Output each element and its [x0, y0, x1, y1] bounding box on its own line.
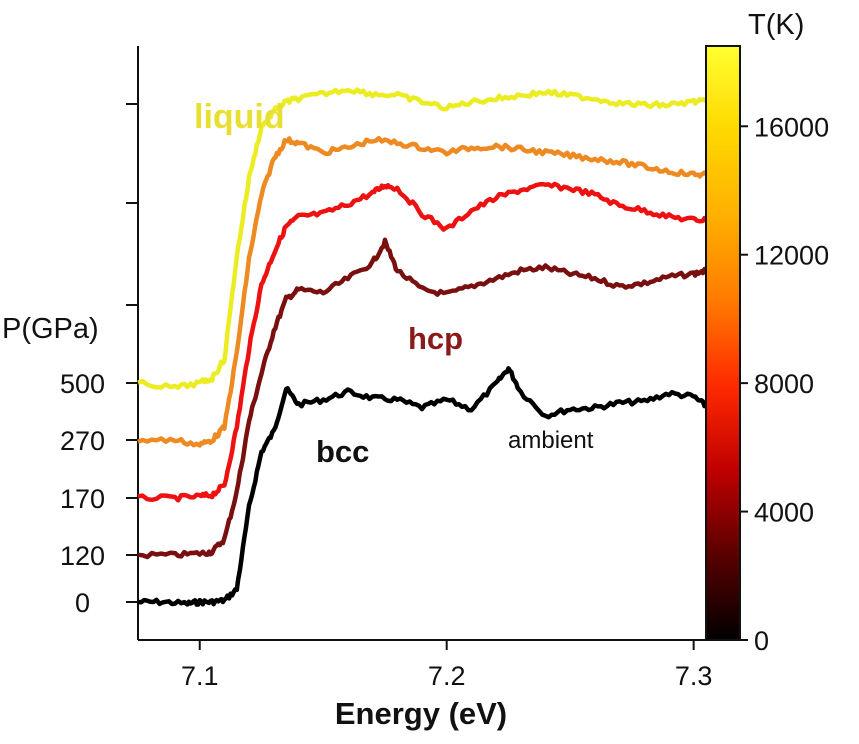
- offset-label-500: 500: [60, 369, 105, 399]
- y-axis-ticks: [126, 103, 138, 603]
- offset-label-170: 170: [60, 484, 105, 514]
- y-axis-title: P(GPa): [2, 313, 99, 345]
- x-axis-title: Energy (eV): [335, 696, 507, 731]
- colorbar-gradient: [705, 45, 741, 641]
- colorbar-title: T(K): [748, 9, 804, 41]
- series-line-120: [137, 237, 708, 560]
- series-line-270: [137, 135, 708, 448]
- x-tick-label-1: 7.2: [428, 661, 466, 691]
- colorbar: 0 4000 8000 12000 16000 T(K): [705, 9, 829, 656]
- annotations: liquid hcp bcc ambient: [194, 98, 594, 469]
- annotation-hcp: hcp: [408, 321, 463, 356]
- annotation-bcc: bcc: [316, 434, 369, 469]
- series-layer: [137, 87, 708, 607]
- offset-label-270: 270: [60, 426, 105, 456]
- annotation-ambient: ambient: [508, 427, 594, 454]
- offset-label-0: 0: [75, 588, 90, 618]
- colorbar-tick-label-0: 0: [754, 626, 769, 656]
- annotation-liquid: liquid: [194, 98, 285, 136]
- plot-area: 7.1 7.2 7.3 0 120 170 270 500 P(GPa) liquid hcp b…: [2, 46, 712, 691]
- x-tick-label-0: 7.1: [181, 661, 219, 691]
- colorbar-ticks: 0 4000 8000 12000 16000: [740, 112, 829, 656]
- offset-label-120: 120: [60, 541, 105, 571]
- colorbar-tick-label-1: 4000: [754, 498, 814, 528]
- x-axis-ticks: 7.1 7.2 7.3: [181, 640, 712, 691]
- x-tick-label-2: 7.3: [675, 661, 713, 691]
- series-line-170: [137, 181, 708, 503]
- colorbar-tick-label-2: 8000: [754, 369, 814, 399]
- series-line-0: [137, 366, 707, 607]
- series-line-500: [137, 87, 708, 390]
- colorbar-tick-label-3: 12000: [754, 241, 829, 271]
- colorbar-tick-label-4: 16000: [754, 112, 829, 142]
- pressure-offset-labels: 0 120 170 270 500 P(GPa): [2, 313, 105, 618]
